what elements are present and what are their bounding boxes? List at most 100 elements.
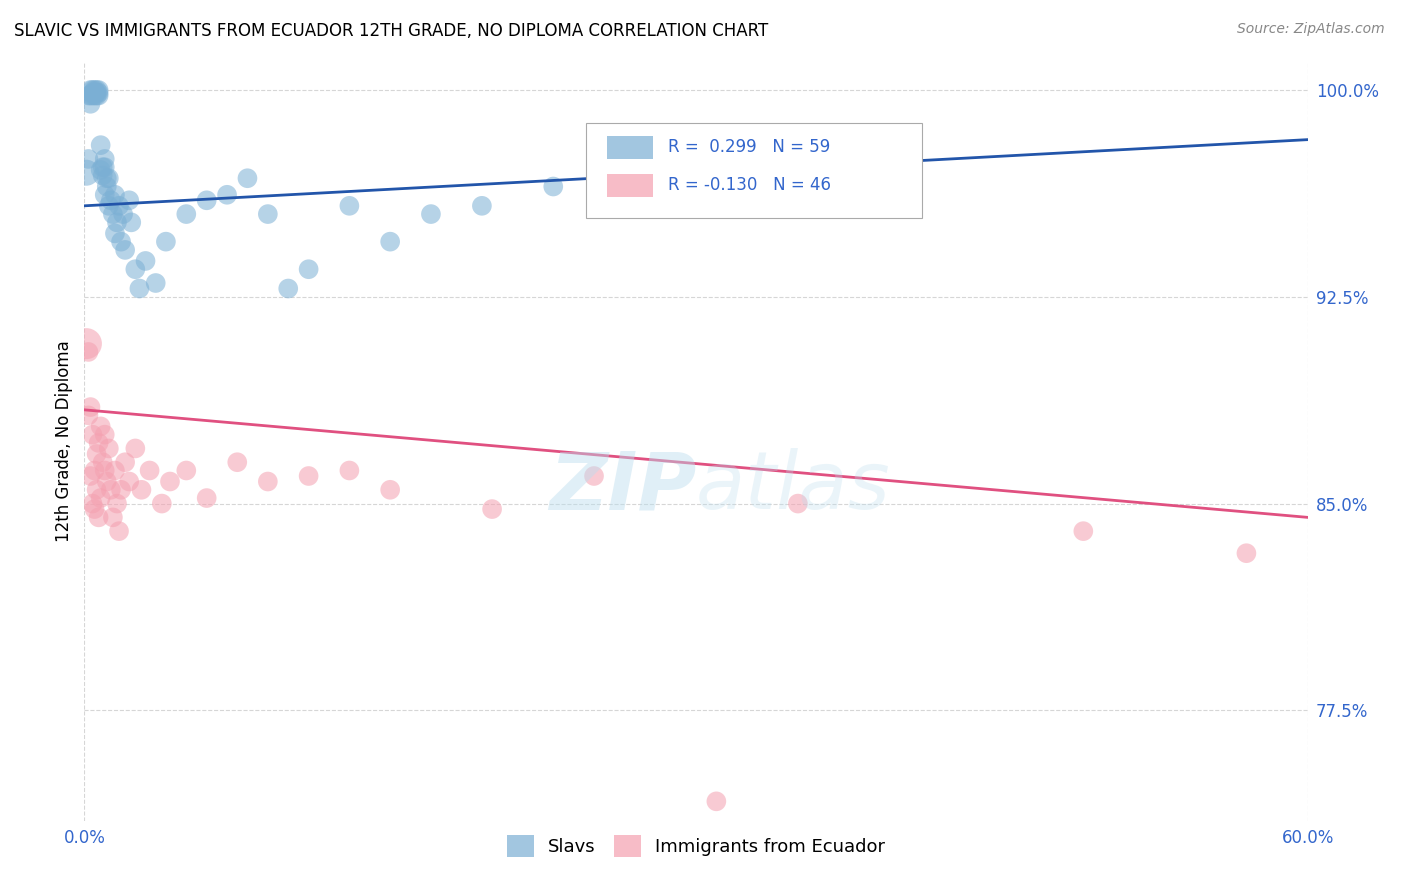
Text: R =  0.299   N = 59: R = 0.299 N = 59 — [668, 138, 830, 156]
Point — [150, 497, 173, 511]
Text: Source: ZipAtlas.com: Source: ZipAtlas.com — [1237, 22, 1385, 37]
Point — [114, 243, 136, 257]
Point — [155, 235, 177, 249]
Point — [87, 86, 110, 100]
Point — [217, 187, 239, 202]
Point — [380, 235, 402, 249]
Point — [108, 524, 131, 538]
Point — [77, 88, 100, 103]
Point — [91, 160, 114, 174]
Point — [124, 262, 146, 277]
Point — [96, 171, 118, 186]
Point — [120, 215, 142, 229]
Point — [706, 152, 728, 166]
FancyBboxPatch shape — [586, 123, 922, 218]
Point — [100, 483, 122, 497]
Point — [83, 463, 105, 477]
Point — [118, 194, 141, 208]
Point — [101, 510, 124, 524]
Point — [257, 207, 280, 221]
Text: ZIP: ZIP — [548, 448, 696, 526]
Point — [471, 199, 494, 213]
Point — [96, 179, 118, 194]
Point — [110, 235, 132, 249]
Point — [101, 207, 124, 221]
Point — [82, 88, 104, 103]
Point — [86, 83, 108, 97]
Point — [118, 475, 141, 489]
Point — [93, 187, 115, 202]
Point — [706, 794, 728, 808]
Point — [174, 207, 197, 221]
Point — [83, 88, 105, 103]
Point — [114, 455, 136, 469]
Point — [91, 169, 114, 183]
Point — [112, 207, 135, 221]
Point — [131, 483, 153, 497]
Point — [82, 86, 104, 100]
Point — [96, 475, 118, 489]
Text: atlas: atlas — [696, 448, 891, 526]
Point — [79, 400, 101, 414]
Point — [104, 463, 127, 477]
Bar — [606, 136, 654, 159]
Point — [90, 163, 112, 178]
Point — [380, 483, 402, 497]
Point — [110, 483, 132, 497]
Point — [135, 254, 157, 268]
Point — [128, 281, 150, 295]
Point — [77, 409, 100, 423]
Point — [83, 502, 105, 516]
Point — [100, 194, 122, 208]
Point — [97, 199, 120, 213]
Point — [339, 463, 361, 477]
Legend: Slavs, Immigrants from Ecuador: Slavs, Immigrants from Ecuador — [499, 828, 893, 864]
Point — [108, 199, 131, 213]
Point — [87, 436, 110, 450]
Point — [787, 497, 810, 511]
Point — [195, 194, 218, 208]
Point — [159, 475, 181, 489]
Point — [77, 152, 100, 166]
Point — [104, 227, 127, 241]
Text: R = -0.130   N = 46: R = -0.130 N = 46 — [668, 177, 831, 194]
Point — [124, 442, 146, 456]
Point — [75, 336, 97, 351]
Point — [277, 281, 299, 295]
Point — [1073, 524, 1095, 538]
Point — [145, 276, 167, 290]
Point — [93, 463, 115, 477]
Point — [298, 262, 321, 277]
Point — [87, 83, 110, 97]
Point — [87, 510, 110, 524]
Point — [91, 455, 114, 469]
Point — [298, 469, 321, 483]
Point — [79, 96, 101, 111]
Point — [79, 469, 101, 483]
Point — [195, 491, 218, 505]
Point — [104, 187, 127, 202]
Point — [105, 215, 128, 229]
Bar — [606, 174, 654, 196]
Point — [174, 463, 197, 477]
Point — [75, 166, 97, 180]
Point — [86, 88, 108, 103]
Point — [90, 491, 112, 505]
Point — [87, 88, 110, 103]
Point — [82, 497, 104, 511]
Point — [79, 88, 101, 103]
Point — [257, 475, 280, 489]
Point — [83, 86, 105, 100]
Point — [624, 166, 647, 180]
Point — [339, 199, 361, 213]
Point — [583, 469, 606, 483]
Point — [82, 83, 104, 97]
Point — [79, 83, 101, 97]
Point — [90, 138, 112, 153]
Point — [543, 179, 565, 194]
Point — [83, 83, 105, 97]
Y-axis label: 12th Grade, No Diploma: 12th Grade, No Diploma — [55, 341, 73, 542]
Point — [138, 463, 160, 477]
Point — [82, 427, 104, 442]
Point — [86, 86, 108, 100]
